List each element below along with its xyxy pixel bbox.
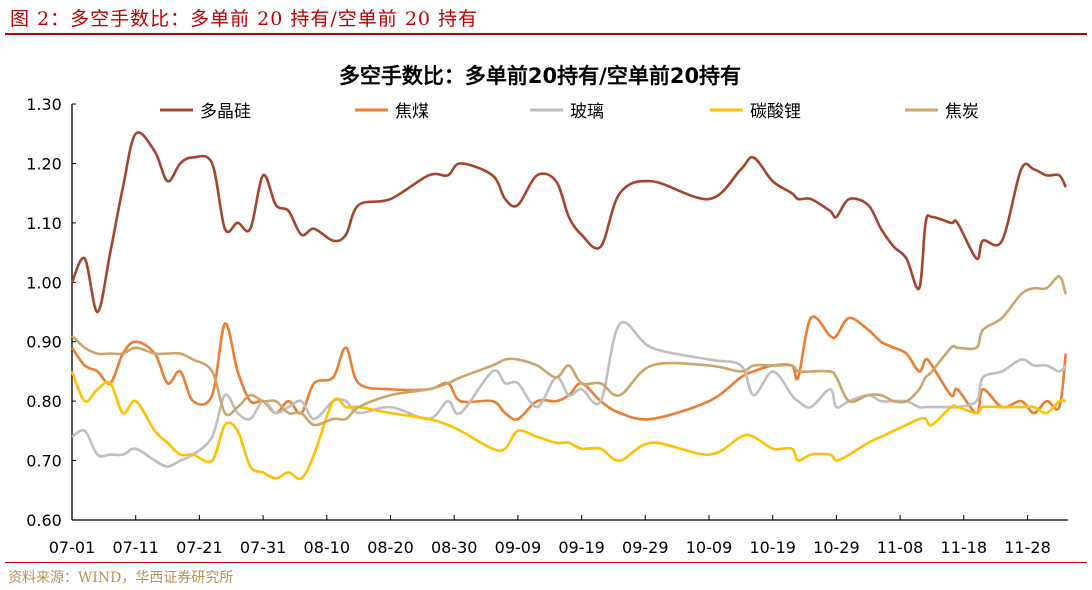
bottom-divider: [5, 562, 1087, 563]
legend-label: 多晶硅: [200, 102, 251, 122]
x-tick-label: 07-01: [49, 538, 96, 557]
figure-title: 图 2：多空手数比：多单前 20 持有/空单前 20 持有: [10, 8, 479, 30]
series-line-1: [70, 131, 1067, 314]
x-tick-label: 07-21: [176, 538, 223, 557]
y-tick-label: 1.00: [26, 273, 62, 292]
legend-label: 碳酸锂: [750, 102, 801, 122]
x-tick-label: 07-11: [112, 538, 159, 557]
source-note: 资料来源：WIND，华西证券研究所: [8, 570, 234, 586]
y-tick-label: 1.20: [26, 154, 62, 173]
x-tick-label: 08-20: [367, 538, 414, 557]
legend-label: 焦炭: [945, 102, 979, 122]
series-line-5: [71, 275, 1067, 427]
x-tick-label: 11-08: [877, 538, 924, 557]
x-tick-label: 11-28: [1004, 538, 1051, 557]
x-tick-label: 10-29: [813, 538, 860, 557]
x-tick-label: 08-30: [431, 538, 478, 557]
y-tick-label: 0.70: [26, 452, 62, 471]
series-line-3: [71, 320, 1067, 468]
top-divider: [5, 33, 1087, 35]
x-tick-label: 11-18: [941, 538, 988, 557]
x-tick-label: 09-19: [558, 538, 605, 557]
y-tick-label: 1.30: [26, 95, 62, 114]
y-tick-label: 1.10: [26, 214, 62, 233]
y-tick-label: 0.60: [26, 511, 62, 530]
legend-label: 焦煤: [395, 102, 429, 122]
x-tick-label: 09-29: [622, 538, 669, 557]
x-tick-label: 10-09: [686, 538, 733, 557]
legend-label: 玻璃: [570, 102, 604, 122]
x-tick-label: 09-09: [495, 538, 542, 557]
series-line-4: [70, 370, 1066, 481]
x-tick-label: 08-10: [304, 538, 351, 557]
y-tick-label: 0.90: [26, 333, 62, 352]
y-tick-label: 0.80: [26, 392, 62, 411]
x-tick-label: 10-19: [749, 538, 796, 557]
chart-title: 多空手数比：多单前20持有/空单前20持有: [339, 64, 741, 88]
x-tick-label: 07-31: [240, 538, 287, 557]
